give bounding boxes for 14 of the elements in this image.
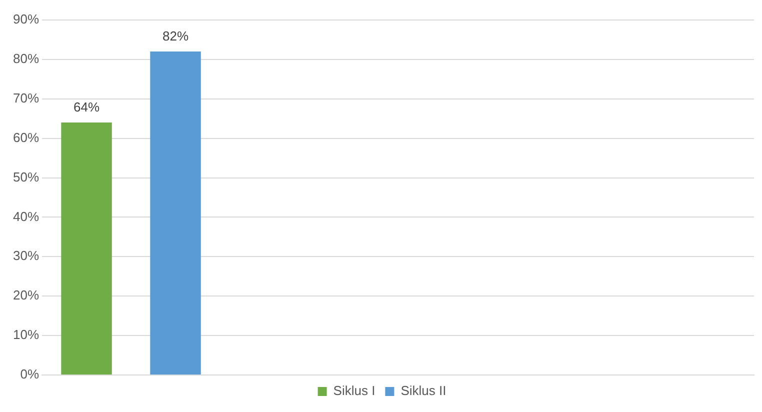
y-tick-label: 90% <box>12 12 40 27</box>
y-tick-label: 10% <box>12 327 40 342</box>
data-label: 64% <box>74 100 100 115</box>
data-label: 82% <box>162 28 189 44</box>
legend-label: Siklus I <box>333 383 376 398</box>
y-tick-label: 80% <box>12 51 40 66</box>
y-tick-label: 30% <box>12 248 40 264</box>
legend-label: Siklus II <box>400 383 446 398</box>
y-tick-label: 70% <box>12 90 40 106</box>
y-tick-label: 20% <box>12 288 40 303</box>
y-tick-label: 60% <box>12 130 40 145</box>
y-tick-label: 40% <box>12 208 40 224</box>
y-tick-label: 50% <box>12 169 40 184</box>
y-tick-label: 0% <box>20 366 40 382</box>
